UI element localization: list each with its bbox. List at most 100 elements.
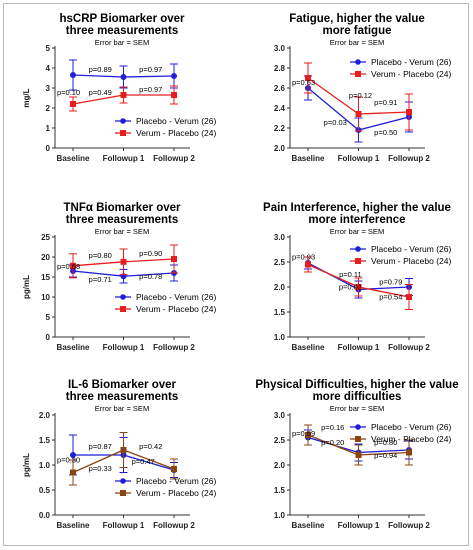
data-point [70,101,76,107]
y-axis-label: mg/L [22,88,31,107]
chart-panel-4: Pain Interference, higher the valuemore … [263,202,451,352]
x-tick-label: Followup 1 [338,154,380,163]
p-value-label: p=0.16 [321,423,344,432]
y-tick-label: 0.5 [39,486,51,495]
y-axis-label: pg/mL [22,453,31,477]
x-tick-label: Baseline [57,521,90,530]
chart-panel-6: Physical Difficulties, higher the valuem… [255,379,458,530]
legend-marker [355,424,361,430]
chart-title: Physical Difficulties, higher the value [255,379,458,391]
y-tick-label: 1 [46,124,51,133]
legend-label: Placebo - Verum (26) [136,116,216,126]
chart-title: hsCRP Biomarker over [59,13,185,25]
data-point [70,469,76,476]
figure-border [3,3,469,546]
p-value-label: p=0.79 [379,278,402,287]
chart-title: more interference [308,214,405,226]
y-tick-label: 2.0 [274,461,286,470]
legend-label: Verum - Placebo (24) [371,69,451,79]
chart-subtitle: Error bar = SEM [95,404,149,413]
legend-marker [120,294,126,300]
x-tick-label: Followup 1 [103,154,145,163]
legend-label: Placebo - Verum (26) [136,292,216,302]
p-value-label: p=0.87 [89,442,112,451]
chart-subtitle: Error bar = SEM [330,227,384,236]
data-point [406,449,412,456]
p-value-label: p=0.59 [292,429,315,438]
x-tick-label: Baseline [292,343,325,352]
x-tick-label: Followup 2 [153,343,195,352]
legend-label: Verum - Placebo (24) [136,128,216,138]
legend-marker [120,118,126,124]
p-value-label: p=0.94 [374,451,397,460]
legend-marker [120,478,126,484]
p-value-label: p=0.97 [139,85,162,94]
y-tick-label: 15 [41,273,50,282]
chart-title: Fatigue, higher the value [289,13,424,25]
p-value-label: p=0.97 [139,65,162,74]
x-tick-label: Followup 2 [388,343,430,352]
x-tick-label: Followup 2 [388,521,430,530]
y-tick-label: 20 [41,253,50,262]
legend-label: Verum - Placebo (24) [136,488,216,498]
data-point [355,111,362,117]
y-tick-label: 2 [46,104,51,113]
data-point [120,258,127,265]
legend-marker [355,246,361,252]
x-tick-label: Followup 2 [153,154,195,163]
y-tick-label: 3.0 [274,233,286,242]
chart-title: Pain Interference, higher the value [263,202,451,214]
data-point [171,466,177,472]
data-point [355,452,362,458]
legend-marker [355,436,361,442]
legend-label: Placebo - Verum (26) [371,422,451,432]
p-value-label: p=0.68 [57,262,80,271]
x-tick-label: Baseline [57,154,90,163]
y-tick-label: 2.4 [274,104,286,113]
y-tick-label: 2.2 [274,124,286,133]
legend-label: Verum - Placebo (24) [371,256,451,266]
y-tick-label: 2.8 [274,64,286,73]
y-tick-label: 1.5 [39,436,51,445]
p-value-label: p=0.80 [374,438,397,447]
y-tick-label: 10 [41,293,50,302]
y-tick-label: 1.5 [274,486,286,495]
legend-marker [355,258,361,264]
chart-subtitle: Error bar = SEM [330,38,384,47]
p-value-label: p=0.78 [139,272,162,281]
y-tick-label: 4 [46,64,51,73]
y-tick-label: 3.0 [274,411,286,420]
p-value-label: p=0.30 [57,456,80,465]
data-point [120,92,127,98]
p-value-label: p=0.02 [339,283,362,292]
chart-title: TNFα Biomarker over [64,202,182,214]
data-point [305,261,311,268]
chart-title: three measurements [66,214,179,226]
y-tick-label: 0.0 [39,511,51,520]
data-point [70,72,76,78]
p-value-label: p=0.42 [139,442,162,451]
data-point [171,92,177,98]
y-tick-label: 5 [46,44,51,53]
chart-title: more fatigue [322,25,391,37]
p-value-label: p=0.03 [324,118,347,127]
p-value-label: p=0.12 [349,91,372,100]
data-point [70,452,76,458]
data-point [406,109,412,115]
p-value-label: p=0.10 [57,88,80,97]
legend-marker [120,306,126,312]
p-value-label: p=0.80 [89,251,112,260]
x-tick-label: Followup 2 [153,521,195,530]
y-tick-label: 2.5 [274,436,286,445]
y-tick-label: 2.6 [274,84,286,93]
x-tick-label: Baseline [292,521,325,530]
legend-marker [355,71,361,77]
legend-marker [120,130,126,136]
data-point [305,75,311,81]
p-value-label: p=0.93 [292,253,315,262]
chart-subtitle: Error bar = SEM [95,38,149,47]
p-value-label: p=0.49 [89,88,112,97]
